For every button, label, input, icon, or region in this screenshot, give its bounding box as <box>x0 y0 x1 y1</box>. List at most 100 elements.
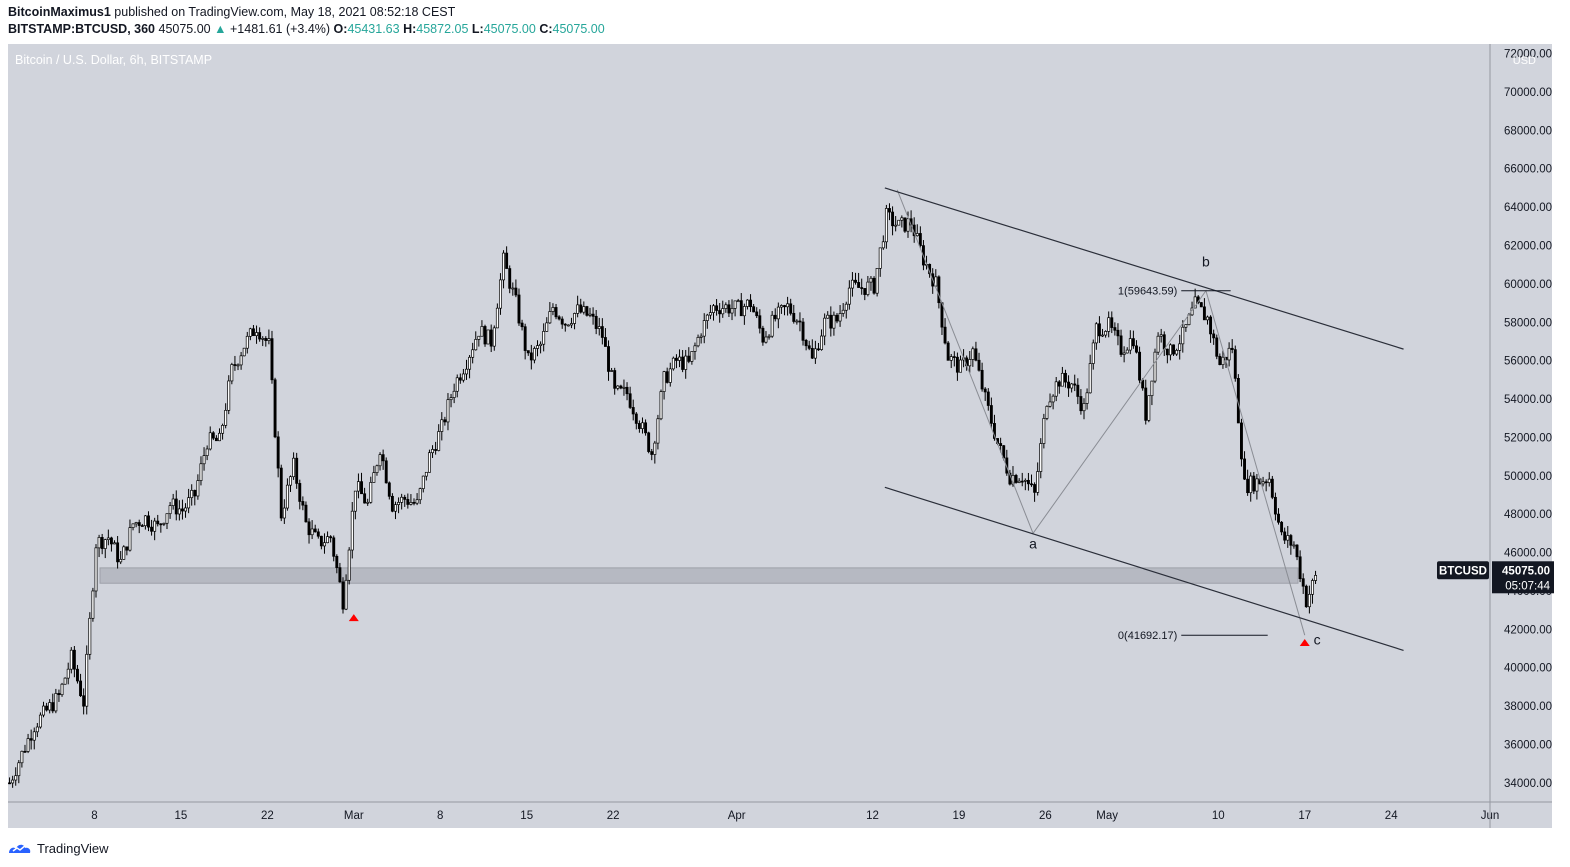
candle-body <box>687 355 691 362</box>
fib-label: 1(59643.59) <box>1118 286 1177 298</box>
candle-body <box>884 208 888 243</box>
x-tick-label: 17 <box>1298 810 1311 822</box>
candle-body <box>465 368 468 375</box>
candle-body <box>480 326 484 337</box>
open-label: O: <box>333 22 348 36</box>
candle-body <box>1227 347 1231 361</box>
candle-body <box>174 498 178 515</box>
candle-body <box>156 520 160 525</box>
y-tick-label: 36000.00 <box>1504 739 1552 751</box>
candle-body <box>653 442 657 455</box>
candle-body <box>29 738 33 741</box>
candle-body <box>1017 480 1021 483</box>
candle-body <box>863 288 867 295</box>
candle-body <box>607 346 610 372</box>
candle-body <box>897 219 901 226</box>
candle-body <box>378 454 382 467</box>
candle-body <box>1209 316 1213 335</box>
candle-body <box>570 323 573 326</box>
author-name[interactable]: BitcoinMaximus1 <box>8 5 111 19</box>
candle-body <box>261 338 265 340</box>
plot-area[interactable] <box>8 44 1490 802</box>
channel-lower-line[interactable] <box>884 486 1404 651</box>
candle-body <box>38 714 42 728</box>
candle-body <box>514 287 518 296</box>
candle-body <box>1264 481 1268 484</box>
candle-body <box>224 409 228 426</box>
candle-body <box>742 306 746 317</box>
candle-body <box>1230 347 1234 350</box>
candle-body <box>727 304 731 314</box>
candle-body <box>1131 338 1135 347</box>
candle-body <box>804 339 808 347</box>
candle-body <box>66 668 70 679</box>
candle-body <box>323 542 326 547</box>
candle-body <box>1218 355 1222 366</box>
candle-body <box>850 279 854 289</box>
y-tick-label: 70000.00 <box>1504 87 1552 99</box>
candle-body <box>801 321 805 341</box>
candle-body <box>190 489 194 499</box>
candle-body <box>304 504 308 523</box>
footer: TradingView <box>8 838 109 858</box>
candle-body <box>208 432 212 450</box>
x-tick-label: May <box>1096 810 1118 822</box>
candle-body <box>625 386 629 395</box>
candle-body <box>1249 475 1253 494</box>
candle-body <box>532 348 536 361</box>
candle-body <box>1168 344 1172 356</box>
candle-body <box>989 405 993 424</box>
price-tag-countdown: 05:07:44 <box>1505 580 1550 592</box>
candle-body <box>1267 478 1271 483</box>
candle-body <box>974 348 978 361</box>
candle-body <box>165 513 169 524</box>
channel-upper-line[interactable] <box>884 187 1404 350</box>
candle-body <box>230 364 234 382</box>
candle-body <box>242 347 246 357</box>
candle-body <box>26 738 30 752</box>
candle-body <box>23 750 27 753</box>
candle-body <box>356 481 360 492</box>
candle-body <box>1113 327 1117 331</box>
candle-body <box>134 522 138 525</box>
candle-body <box>1135 345 1138 353</box>
candle-body <box>792 312 796 322</box>
candle-body <box>678 356 681 361</box>
candle-body <box>1048 401 1052 407</box>
candle-body <box>888 208 891 213</box>
candle-body <box>196 480 200 497</box>
candle-body <box>443 419 447 423</box>
candle-body <box>847 287 851 305</box>
price-axis[interactable] <box>1490 44 1552 828</box>
candle-body <box>397 502 401 505</box>
x-axis-ticks: 8 15 22 Mar 8 15 22 Apr 12 19 26 May 10 17 24 Jun <box>91 810 1499 822</box>
candle-body <box>468 356 472 370</box>
candle-body <box>131 523 135 528</box>
time-axis[interactable] <box>8 802 1490 828</box>
candle-body <box>770 314 774 337</box>
candle-body <box>390 495 394 512</box>
x-tick-label: Apr <box>728 810 746 822</box>
candle-body <box>360 481 363 495</box>
candle-body <box>795 320 799 323</box>
candle-body <box>900 217 904 221</box>
low-value: 45075.00 <box>483 22 536 36</box>
candle-body <box>57 693 61 696</box>
candle-body <box>891 211 895 227</box>
candle-body <box>1067 381 1071 389</box>
candle-body <box>119 559 123 563</box>
candle-body <box>545 322 549 332</box>
candle-body <box>122 546 126 560</box>
x-tick-label: 8 <box>91 810 97 822</box>
candle-body <box>597 326 601 329</box>
candle-body <box>1159 334 1163 337</box>
candle-body <box>301 501 305 506</box>
candle-body <box>495 307 499 329</box>
candle-body <box>54 693 58 712</box>
y-tick-label: 46000.00 <box>1504 548 1552 560</box>
candle-body <box>109 537 113 545</box>
candle-body <box>665 371 669 383</box>
x-tick-label: 10 <box>1212 810 1225 822</box>
candle-body <box>452 390 456 398</box>
